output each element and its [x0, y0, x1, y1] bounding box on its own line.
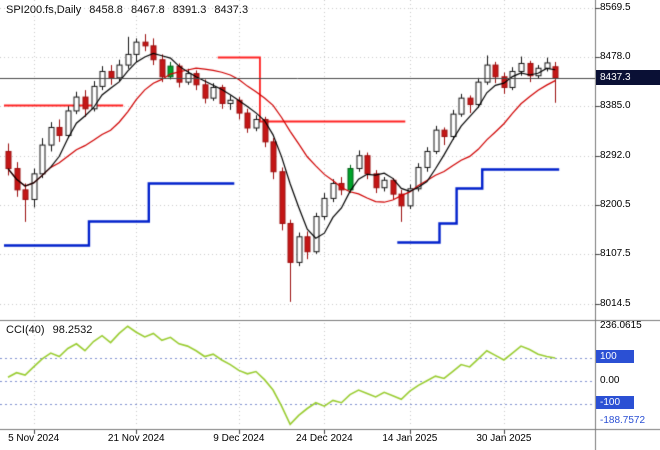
time-axis[interactable]: 5 Nov 2024 21 Nov 2024 9 Dec 2024 24 Dec 20…: [0, 430, 594, 450]
cci-level-badge: -100: [596, 395, 634, 409]
price-axis-label: 8478.0: [600, 50, 631, 62]
date-label: 5 Nov 2024: [8, 433, 60, 444]
cci-level-badge: 100: [596, 349, 634, 363]
cci-indicator-label: CCI(40) 98.2532: [6, 324, 97, 336]
date-label: 21 Nov 2024: [107, 433, 165, 444]
current-price-badge: 8437.3: [596, 70, 660, 86]
cci-axis-label: 0.00: [600, 374, 620, 386]
date-label: 14 Jan 2025: [382, 433, 438, 444]
ohlc-high: 8467.8: [130, 4, 165, 16]
price-axis[interactable]: 8569.5 8478.0 8385.0 8292.0 8200.5 8107.5 8014…: [596, 0, 660, 450]
date-label: 24 Dec 2024: [295, 433, 353, 444]
date-label: 30 Jan 2025: [476, 433, 532, 444]
price-axis-label: 8200.5: [600, 198, 631, 210]
price-axis-label: 8385.0: [600, 100, 631, 112]
cci-axis-label: -188.7572: [600, 415, 646, 426]
ohlc-open: 8458.8: [89, 4, 123, 16]
ohlc-close: 8437.3: [214, 4, 249, 16]
symbol-ohlc-info: SPI200.fs,Daily 8458.8 8467.8 8391.3 843…: [6, 4, 253, 16]
cci-axis-label: 236.0615: [600, 320, 642, 332]
price-axis-label: 8569.5: [600, 1, 631, 13]
price-axis-label: 8292.0: [600, 149, 631, 161]
symbol-name: SPI200.fs,Daily: [6, 4, 82, 16]
price-axis-label: 8107.5: [600, 248, 631, 260]
ohlc-low: 8391.3: [172, 4, 207, 16]
date-label: 9 Dec 2024: [213, 433, 265, 444]
price-axis-label: 8014.5: [600, 297, 631, 309]
indicator-name: CCI(40): [6, 324, 45, 336]
indicator-value: 98.2532: [52, 324, 93, 336]
